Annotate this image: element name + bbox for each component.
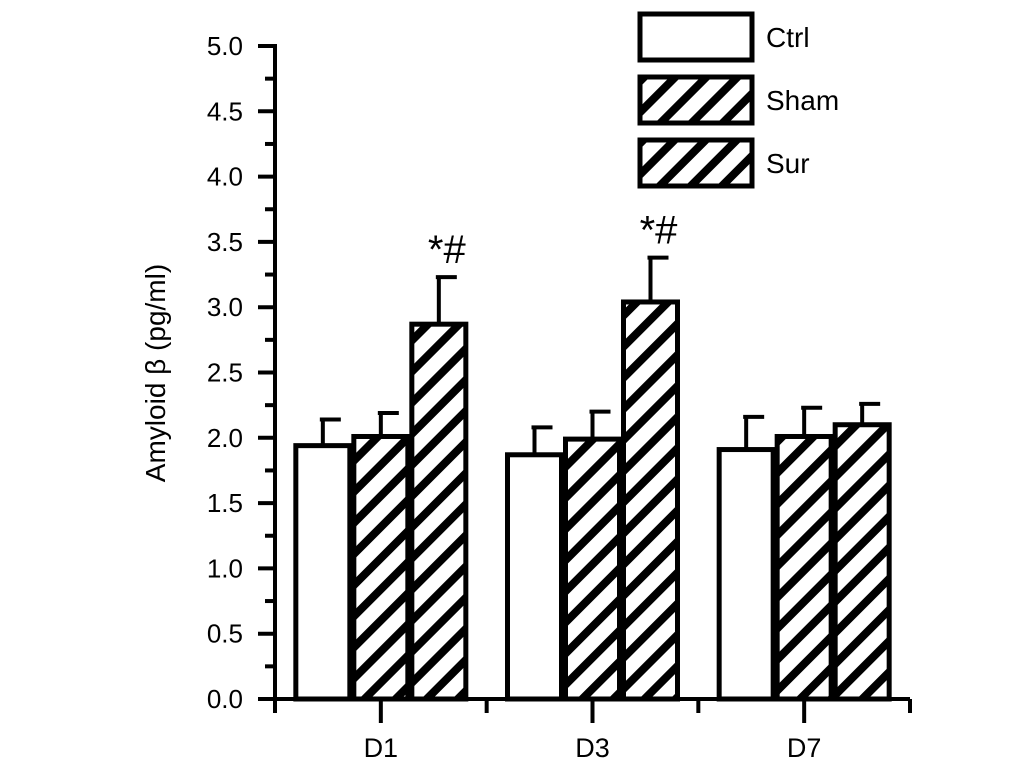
legend-label-sham: Sham (766, 85, 839, 116)
legend-swatch-sur (637, 137, 755, 189)
bar-sham-d3 (563, 436, 622, 702)
y-tick-label: 0.0 (207, 684, 243, 714)
y-tick-label: 4.0 (207, 162, 243, 192)
y-tick-label: 1.0 (207, 553, 243, 583)
y-tick-label: 2.5 (207, 358, 243, 388)
legend-swatch-sham (637, 74, 755, 126)
legend-label-sur: Sur (766, 148, 810, 179)
y-tick-label: 5.0 (207, 31, 243, 61)
legend-swatch-ctrl (637, 11, 755, 63)
y-axis-title: Amyloid β (pg/ml) (140, 264, 171, 482)
y-tick-label: 1.5 (207, 488, 243, 518)
bar-sham-d1 (351, 433, 411, 702)
bar-ctrl-d3 (505, 452, 564, 702)
bars: *# *# (293, 209, 892, 702)
x-tick-label: D7 (787, 733, 822, 763)
y-tick-label: 3.0 (207, 292, 243, 322)
x-tick-label: D1 (364, 733, 399, 763)
bar-sur-d1 (409, 321, 469, 702)
y-tick-label: 0.5 (207, 619, 243, 649)
legend: Ctrl Sham Sur (637, 11, 839, 189)
bar-sur-d3 (621, 299, 680, 702)
legend-label-ctrl: Ctrl (766, 22, 810, 53)
x-tick-label: D3 (575, 733, 610, 763)
bar-ctrl-d7 (716, 447, 776, 702)
y-tick-label: 3.5 (207, 227, 243, 257)
significance-annotation: *# (428, 228, 467, 272)
bar-ctrl-d1 (293, 443, 353, 702)
significance-annotation: *# (640, 209, 679, 253)
y-tick-label: 2.0 (207, 423, 243, 453)
axes: 0.0 0.5 1.0 1.5 2.0 2.5 3.0 3.5 4.0 4.5 5.0 D1 D3 D7 (207, 31, 912, 763)
y-tick-label: 4.5 (207, 96, 243, 126)
bar-sur-d7 (832, 422, 892, 702)
bar-sham-d7 (774, 433, 834, 702)
